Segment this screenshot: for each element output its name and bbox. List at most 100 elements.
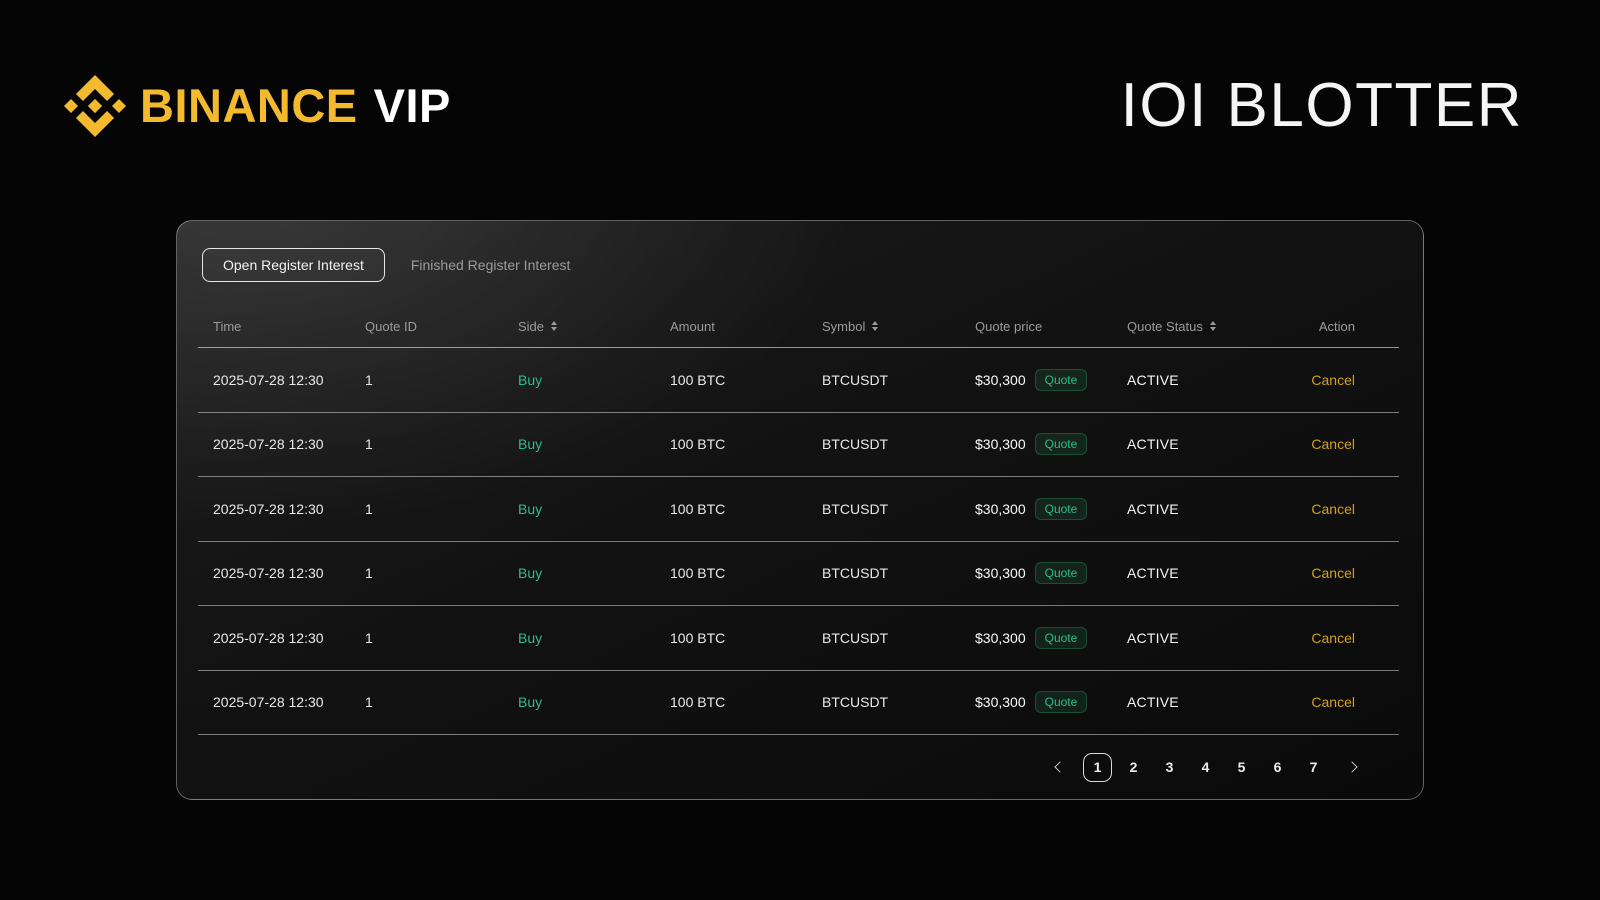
cell-action: Cancel (1272, 372, 1399, 388)
cell-action: Cancel (1272, 565, 1399, 581)
col-quote-status[interactable]: Quote Status (1112, 319, 1272, 334)
cell-amount: 100 BTC (670, 629, 726, 646)
quote-price-value: $30,300 (975, 629, 1026, 646)
table-header: Time Quote ID Side Amount Symbol Quote p… (198, 305, 1399, 348)
page-button-2[interactable]: 2 (1119, 753, 1148, 782)
table-row: 2025-07-28 12:30 1 Buy 100 BTC BTCUSDT $… (198, 671, 1399, 735)
cell-quote-id: 1 (365, 500, 373, 517)
table-row: 2025-07-28 12:30 1 Buy 100 BTC BTCUSDT $… (198, 477, 1399, 542)
chevron-right-icon[interactable] (1341, 755, 1365, 779)
cancel-button[interactable]: Cancel (1311, 371, 1355, 388)
binance-logo-icon (64, 74, 126, 137)
cell-symbol: BTCUSDT (822, 565, 889, 582)
cell-quote-price: $30,300 Quote (960, 433, 1112, 456)
cell-quote-id: 1 (365, 436, 373, 453)
cell-side: Buy (518, 500, 543, 517)
quote-price-value: $30,300 (975, 565, 1026, 582)
quote-price-value: $30,300 (975, 371, 1026, 388)
col-amount: Amount (670, 318, 715, 334)
cancel-button[interactable]: Cancel (1311, 436, 1355, 453)
cell-side: Buy (518, 371, 543, 388)
brand-name: BINANCE (140, 79, 358, 132)
cell-quote-price: $30,300 Quote (960, 626, 1112, 649)
cell-side: Buy (518, 565, 543, 582)
cell-time: 2025-07-28 12:30 (213, 694, 324, 711)
cell-side: Buy (518, 629, 543, 646)
cell-amount: 100 BTC (670, 371, 726, 388)
cancel-button[interactable]: Cancel (1311, 565, 1355, 582)
cancel-button[interactable]: Cancel (1311, 500, 1355, 517)
cell-time: 2025-07-28 12:30 (213, 629, 324, 646)
page-button-1[interactable]: 1 (1083, 752, 1112, 782)
sort-icon[interactable] (1209, 321, 1216, 331)
quote-price-value: $30,300 (975, 500, 1026, 517)
quote-badge[interactable]: Quote (1034, 433, 1088, 456)
cell-symbol: BTCUSDT (822, 629, 889, 646)
quote-badge[interactable]: Quote (1034, 626, 1088, 649)
cell-action: Cancel (1272, 436, 1399, 452)
chevron-left-icon[interactable] (1046, 755, 1070, 779)
cell-time: 2025-07-28 12:30 (213, 500, 324, 517)
sort-icon[interactable] (872, 321, 879, 331)
pagination: 1 2 3 4 5 6 7 (198, 735, 1399, 799)
cell-quote-status: ACTIVE (1127, 371, 1179, 388)
page-button-3[interactable]: 3 (1155, 753, 1184, 782)
cell-action: Cancel (1272, 501, 1399, 517)
cell-quote-status: ACTIVE (1127, 565, 1179, 582)
cell-quote-price: $30,300 Quote (960, 562, 1112, 585)
cancel-button[interactable]: Cancel (1311, 694, 1355, 711)
ioi-blotter-panel: Open Register Interest Finished Register… (176, 220, 1424, 800)
col-quote-price: Quote price (975, 318, 1043, 334)
col-quote-id: Quote ID (365, 318, 418, 334)
page-button-5[interactable]: 5 (1227, 753, 1256, 782)
cell-symbol: BTCUSDT (822, 694, 889, 711)
table-row: 2025-07-28 12:30 1 Buy 100 BTC BTCUSDT $… (198, 413, 1399, 477)
cell-time: 2025-07-28 12:30 (213, 371, 324, 388)
cell-quote-status: ACTIVE (1127, 436, 1179, 453)
quote-badge[interactable]: Quote (1034, 562, 1088, 585)
cell-quote-status: ACTIVE (1127, 694, 1179, 711)
cell-amount: 100 BTC (670, 565, 726, 582)
quote-badge[interactable]: Quote (1034, 368, 1088, 391)
brand-suffix: VIP (373, 79, 451, 132)
col-time: Time (213, 318, 242, 334)
cell-quote-id: 1 (365, 629, 373, 646)
quote-price-value: $30,300 (975, 436, 1026, 453)
tab-open-register-interest[interactable]: Open Register Interest (202, 248, 385, 282)
cell-action: Cancel (1272, 630, 1399, 646)
brand: BINANCE VIP (64, 74, 451, 137)
cell-quote-status: ACTIVE (1127, 500, 1179, 517)
cell-action: Cancel (1272, 694, 1399, 710)
cell-quote-price: $30,300 Quote (960, 368, 1112, 391)
tab-finished-register-interest[interactable]: Finished Register Interest (410, 257, 571, 273)
col-action: Action (1318, 318, 1355, 334)
cell-symbol: BTCUSDT (822, 500, 889, 517)
col-symbol[interactable]: Symbol (807, 319, 960, 334)
cell-amount: 100 BTC (670, 436, 726, 453)
table-row: 2025-07-28 12:30 1 Buy 100 BTC BTCUSDT $… (198, 348, 1399, 413)
cell-side: Buy (518, 694, 543, 711)
sort-icon[interactable] (551, 321, 558, 331)
cell-symbol: BTCUSDT (822, 436, 889, 453)
cell-quote-status: ACTIVE (1127, 629, 1179, 646)
page-button-7[interactable]: 7 (1299, 753, 1328, 782)
cell-amount: 100 BTC (670, 500, 726, 517)
quote-price-value: $30,300 (975, 694, 1026, 711)
quote-badge[interactable]: Quote (1034, 691, 1088, 714)
page-button-4[interactable]: 4 (1191, 753, 1220, 782)
cell-quote-price: $30,300 Quote (960, 691, 1112, 714)
cell-quote-id: 1 (365, 371, 373, 388)
table-row: 2025-07-28 12:30 1 Buy 100 BTC BTCUSDT $… (198, 606, 1399, 671)
cell-symbol: BTCUSDT (822, 371, 889, 388)
cell-time: 2025-07-28 12:30 (213, 436, 324, 453)
page-title: IOI BLOTTER (1120, 71, 1523, 140)
cell-amount: 100 BTC (670, 694, 726, 711)
topbar: BINANCE VIP IOI BLOTTER (0, 0, 1600, 141)
col-side[interactable]: Side (503, 319, 655, 334)
cell-quote-id: 1 (365, 694, 373, 711)
cell-quote-id: 1 (365, 565, 373, 582)
table-row: 2025-07-28 12:30 1 Buy 100 BTC BTCUSDT $… (198, 542, 1399, 606)
page-button-6[interactable]: 6 (1263, 753, 1292, 782)
quote-badge[interactable]: Quote (1034, 497, 1088, 520)
cancel-button[interactable]: Cancel (1311, 629, 1355, 646)
